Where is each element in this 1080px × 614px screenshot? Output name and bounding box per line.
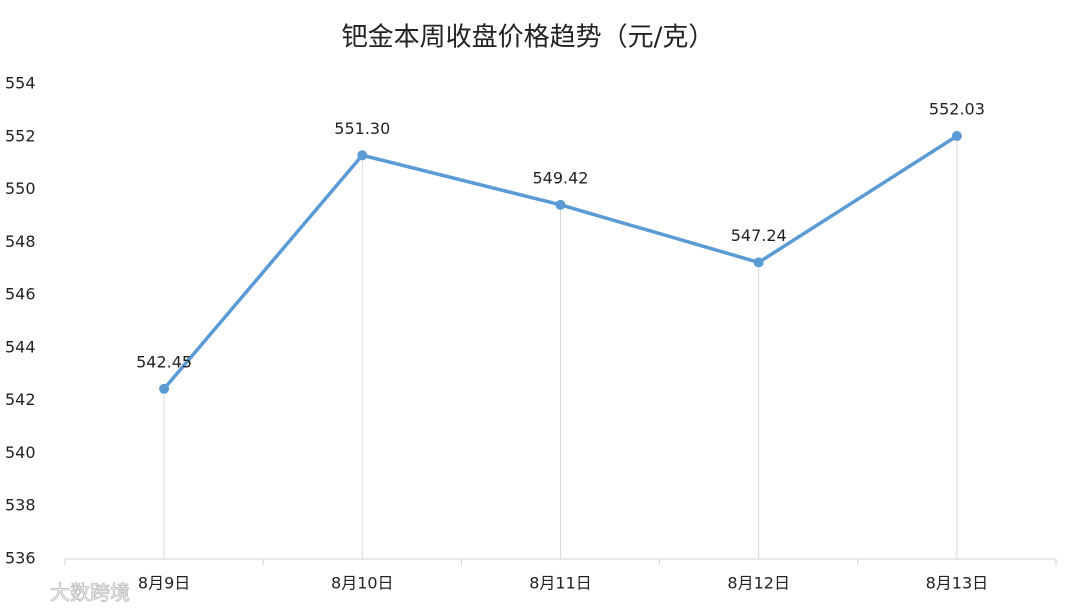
y-tick-label: 550 xyxy=(5,179,36,198)
point xyxy=(951,130,962,141)
data-label: 549.42 xyxy=(533,168,589,187)
x-tick-label: 8月9日 xyxy=(138,574,190,593)
y-tick-label: 538 xyxy=(5,496,36,515)
data-label: 542.45 xyxy=(136,352,192,371)
data-label: 551.30 xyxy=(334,119,390,138)
point xyxy=(753,257,764,268)
y-tick-label: 540 xyxy=(5,443,36,462)
y-tick-label: 542 xyxy=(5,390,36,409)
y-tick-label: 548 xyxy=(5,232,36,251)
x-tick-label: 8月13日 xyxy=(926,574,989,593)
x-tick-label: 8月11日 xyxy=(529,574,592,593)
x-tick-label: 8月10日 xyxy=(331,574,394,593)
point xyxy=(555,199,566,210)
y-tick-label: 544 xyxy=(5,337,36,356)
chart-title: 钯金本周收盘价格趋势（元/克） xyxy=(342,23,715,53)
point xyxy=(159,383,170,394)
data-label: 552.03 xyxy=(929,99,985,118)
data-label: 547.24 xyxy=(731,226,787,245)
y-tick-label: 554 xyxy=(5,74,36,93)
x-tick-label: 8月12日 xyxy=(727,574,790,593)
y-tick-label: 552 xyxy=(5,126,36,145)
y-tick-label: 546 xyxy=(5,285,36,304)
watermark: 大数跨境 xyxy=(50,581,130,605)
point xyxy=(357,150,368,161)
y-tick-label: 536 xyxy=(5,549,36,568)
